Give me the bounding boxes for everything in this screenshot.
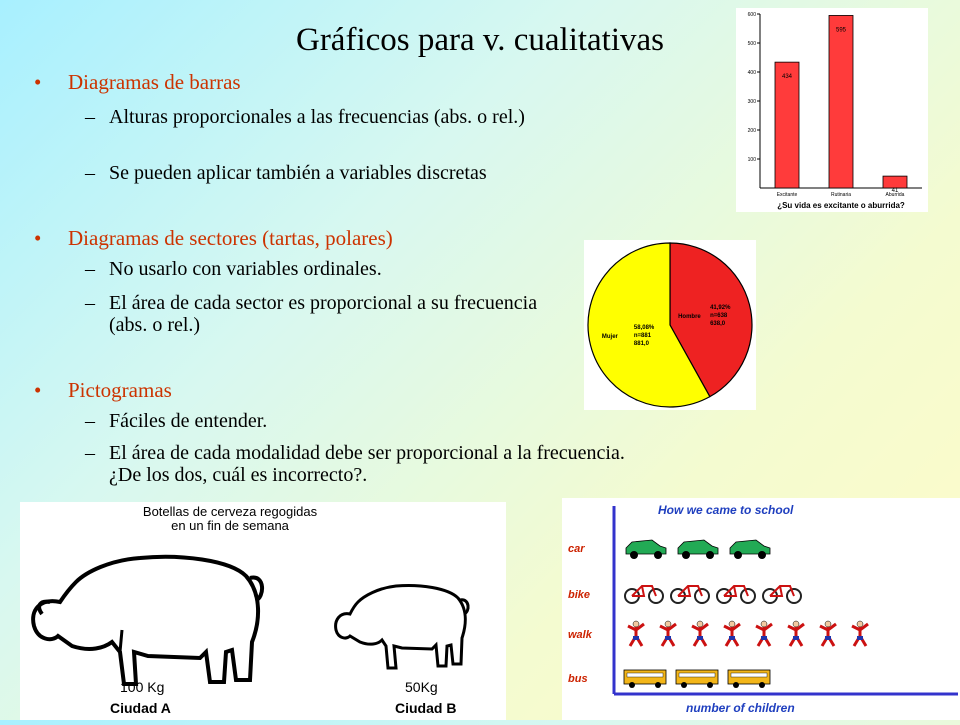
- bar-value-label: 434: [782, 74, 793, 80]
- x-tick-label: Rutinaria: [831, 192, 851, 198]
- pig-b-value: 50Kg: [405, 679, 438, 695]
- bullet-label: Diagramas de barras: [68, 70, 241, 94]
- y-tick-label: 400: [748, 70, 757, 76]
- pig-a-city: Ciudad A: [110, 700, 171, 716]
- walker-icon: [755, 620, 773, 647]
- y-tick-label: 100: [748, 157, 757, 163]
- pig-a-value: 100 Kg: [120, 679, 165, 695]
- bar: [774, 61, 800, 189]
- subitem-text: Alturas proporcionales a las frecuencias…: [109, 106, 525, 128]
- bike-icon: [716, 585, 756, 604]
- bike-icon: [624, 585, 664, 604]
- bar-chart: 100 200 300 400 500 600 434 Excitante 595 Rutinar…: [748, 12, 922, 210]
- school-row-label: car: [568, 543, 585, 555]
- bar-chart-panel: 100 200 300 400 500 600 434 Excitante 595 Rutinar…: [736, 8, 928, 212]
- bus-icon: [623, 669, 667, 688]
- y-tick-label: 600: [748, 12, 757, 18]
- pie-chart: Hombre 41,92% n=638 638,0 Mujer 58,08% n=881 88…: [587, 242, 753, 408]
- bus-icon: [675, 669, 719, 688]
- car-icon: [677, 539, 719, 559]
- school-x-label: number of children: [686, 701, 795, 715]
- y-tick-label: 500: [748, 41, 757, 47]
- pig-title-1: Botellas de cerveza regogidas: [142, 504, 318, 519]
- x-tick-label: Aburrida: [886, 192, 905, 198]
- pie-slice-name: Mujer: [602, 334, 619, 340]
- x-axis-label: ¿Su vida es excitante o aburrida?: [777, 201, 905, 210]
- y-tick-label: 300: [748, 99, 757, 105]
- school-row-label: walk: [568, 629, 593, 641]
- walker-icon: [723, 620, 741, 647]
- pie-slice: [587, 242, 711, 408]
- school-title: How we came to school: [658, 503, 794, 517]
- pig-b-city: Ciudad B: [395, 700, 457, 716]
- walker-icon: [627, 620, 645, 647]
- pig-title-2: en un fin de semana: [171, 518, 289, 533]
- bike-icon: [670, 585, 710, 604]
- subitem-text: Fáciles de entender.: [109, 410, 268, 432]
- y-tick-label: 200: [748, 128, 757, 134]
- subitem-text: El área de cada sector es proporcional a…: [109, 292, 538, 336]
- bus-icon: [727, 669, 771, 688]
- pie-slice-n: n=638: [710, 313, 728, 319]
- bar-value-label: 41: [892, 188, 899, 194]
- subitem-text: El área de cada modalidad debe ser propo…: [109, 442, 625, 486]
- walker-icon: [787, 620, 805, 647]
- walker-icon: [819, 620, 837, 647]
- bar: [828, 15, 854, 189]
- pig-pictogram-panel: Botellas de cerveza regogidas en un fin …: [20, 502, 506, 720]
- pie-slice-val: 638,0: [710, 321, 726, 327]
- bullet-label: Pictogramas: [68, 378, 172, 402]
- school-chart: How we came to school number of children c…: [568, 503, 958, 715]
- x-tick-label: Excitante: [777, 192, 798, 198]
- small-pig-icon: [334, 584, 470, 670]
- school-row-label: bus: [568, 673, 588, 685]
- pie-slice-val: 881,0: [634, 341, 650, 347]
- walker-icon: [691, 620, 709, 647]
- bar: [882, 175, 908, 189]
- pie-slice-n: n=881: [634, 333, 652, 339]
- pie-slice-pct: 41,92%: [710, 305, 731, 311]
- slide-title: Gráficos para v. cualitativas: [295, 22, 665, 58]
- school-pictogram-panel: How we came to school number of children c…: [562, 498, 960, 720]
- car-icon: [625, 539, 667, 559]
- walker-icon: [851, 620, 869, 647]
- bike-icon: [762, 585, 802, 604]
- car-icon: [729, 539, 771, 559]
- pie-slice-pct: 58,08%: [634, 325, 655, 331]
- school-row-label: bike: [568, 589, 590, 601]
- big-pig-icon: [31, 554, 264, 686]
- subitem-text: Se pueden aplicar también a variables di…: [109, 162, 487, 184]
- subitem-text: No usarlo con variables ordinales.: [109, 258, 382, 280]
- bar-value-label: 595: [836, 27, 847, 33]
- bullet-label: Diagramas de sectores (tartas, polares): [68, 226, 393, 250]
- pig-drawings: [31, 554, 470, 686]
- pie-slice: [669, 242, 753, 398]
- pie-slice-name: Hombre: [678, 314, 701, 320]
- walker-icon: [659, 620, 677, 647]
- pie-chart-panel: Hombre 41,92% n=638 638,0 Mujer 58,08% n=881 88…: [584, 240, 756, 410]
